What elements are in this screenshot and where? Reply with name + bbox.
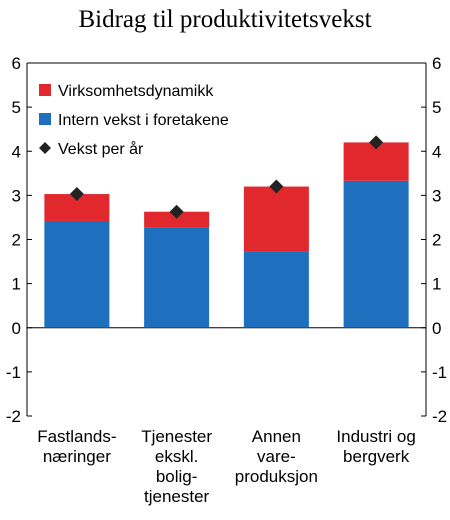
category-label-line: Annen xyxy=(252,427,301,446)
category-label-line: næringer xyxy=(43,447,111,466)
left-tick-label: 0 xyxy=(12,319,21,338)
left-tick-label: -1 xyxy=(6,363,21,382)
category-label-line: vare- xyxy=(257,447,296,466)
right-tick-label: 0 xyxy=(432,319,441,338)
category-label-line: produksjon xyxy=(235,467,318,486)
bar-segment-intern-vekst xyxy=(343,180,409,328)
category-label-line: Tjenester xyxy=(141,427,212,446)
category-label-line: Fastlands- xyxy=(37,427,116,446)
legend-label: Vekst per år xyxy=(58,140,144,158)
category-label-line: tjenester xyxy=(144,487,210,506)
right-y-axis: -2 -1 0 1 2 3 4 5 6 xyxy=(421,54,447,426)
chart-title: Bidrag til produktivitetsvekst xyxy=(78,6,372,33)
bar-segment-virksomhetsdynamikk xyxy=(144,211,210,228)
vekst-per-ar-marker xyxy=(369,135,384,150)
markers-layer xyxy=(69,135,384,219)
right-tick-label: 5 xyxy=(432,98,441,117)
category-label-line: ekskl. xyxy=(155,447,198,466)
left-tick-label: 2 xyxy=(12,231,21,250)
category-label: Tjenester ekskl. bolig-tjenester xyxy=(141,427,212,506)
category-label-line: bergverk xyxy=(343,447,410,466)
category-label: Fastlands-næringer xyxy=(37,427,116,466)
bar-segment-intern-vekst xyxy=(144,227,210,328)
vekst-per-ar-marker xyxy=(169,204,184,219)
legend: Virksomhetsdynamikk Intern vekst i foreta… xyxy=(39,83,229,158)
legend-label: Intern vekst i foretakene xyxy=(58,112,229,129)
right-tick-label: -2 xyxy=(432,407,447,426)
right-tick-label: 4 xyxy=(432,142,441,161)
right-tick-label: 6 xyxy=(432,54,441,73)
vekst-per-ar-marker xyxy=(69,187,84,202)
legend-swatch xyxy=(39,84,51,96)
category-labels: Fastlands-næringer Tjenester ekskl. bolig-t… xyxy=(37,427,416,506)
left-tick-label: 1 xyxy=(12,275,21,294)
legend-diamond-icon xyxy=(39,142,51,154)
right-tick-label: 1 xyxy=(432,275,441,294)
category-label-line: bolig- xyxy=(156,467,198,486)
right-tick-label: 3 xyxy=(432,186,441,205)
right-tick-label: -1 xyxy=(432,363,447,382)
legend-label: Virksomhetsdynamikk xyxy=(58,83,214,100)
left-tick-label: 3 xyxy=(12,186,21,205)
category-label: Industri og bergverk xyxy=(336,427,415,466)
category-label: Annen vare-produksjon xyxy=(235,427,318,486)
bar-segment-intern-vekst xyxy=(243,251,309,328)
right-tick-label: 2 xyxy=(432,231,441,250)
bar-segment-virksomhetsdynamikk xyxy=(243,186,309,252)
left-tick-label: 6 xyxy=(12,54,21,73)
left-tick-label: 5 xyxy=(12,98,21,117)
category-label-line: Industri og xyxy=(336,427,415,446)
bars-layer xyxy=(44,142,409,328)
left-y-axis: -2 -1 0 1 2 3 4 5 6 xyxy=(6,54,32,426)
legend-swatch xyxy=(39,113,51,125)
vekst-per-ar-marker xyxy=(269,179,284,194)
left-tick-label: 4 xyxy=(12,142,21,161)
bar-segment-intern-vekst xyxy=(44,220,110,328)
left-tick-label: -2 xyxy=(6,407,21,426)
